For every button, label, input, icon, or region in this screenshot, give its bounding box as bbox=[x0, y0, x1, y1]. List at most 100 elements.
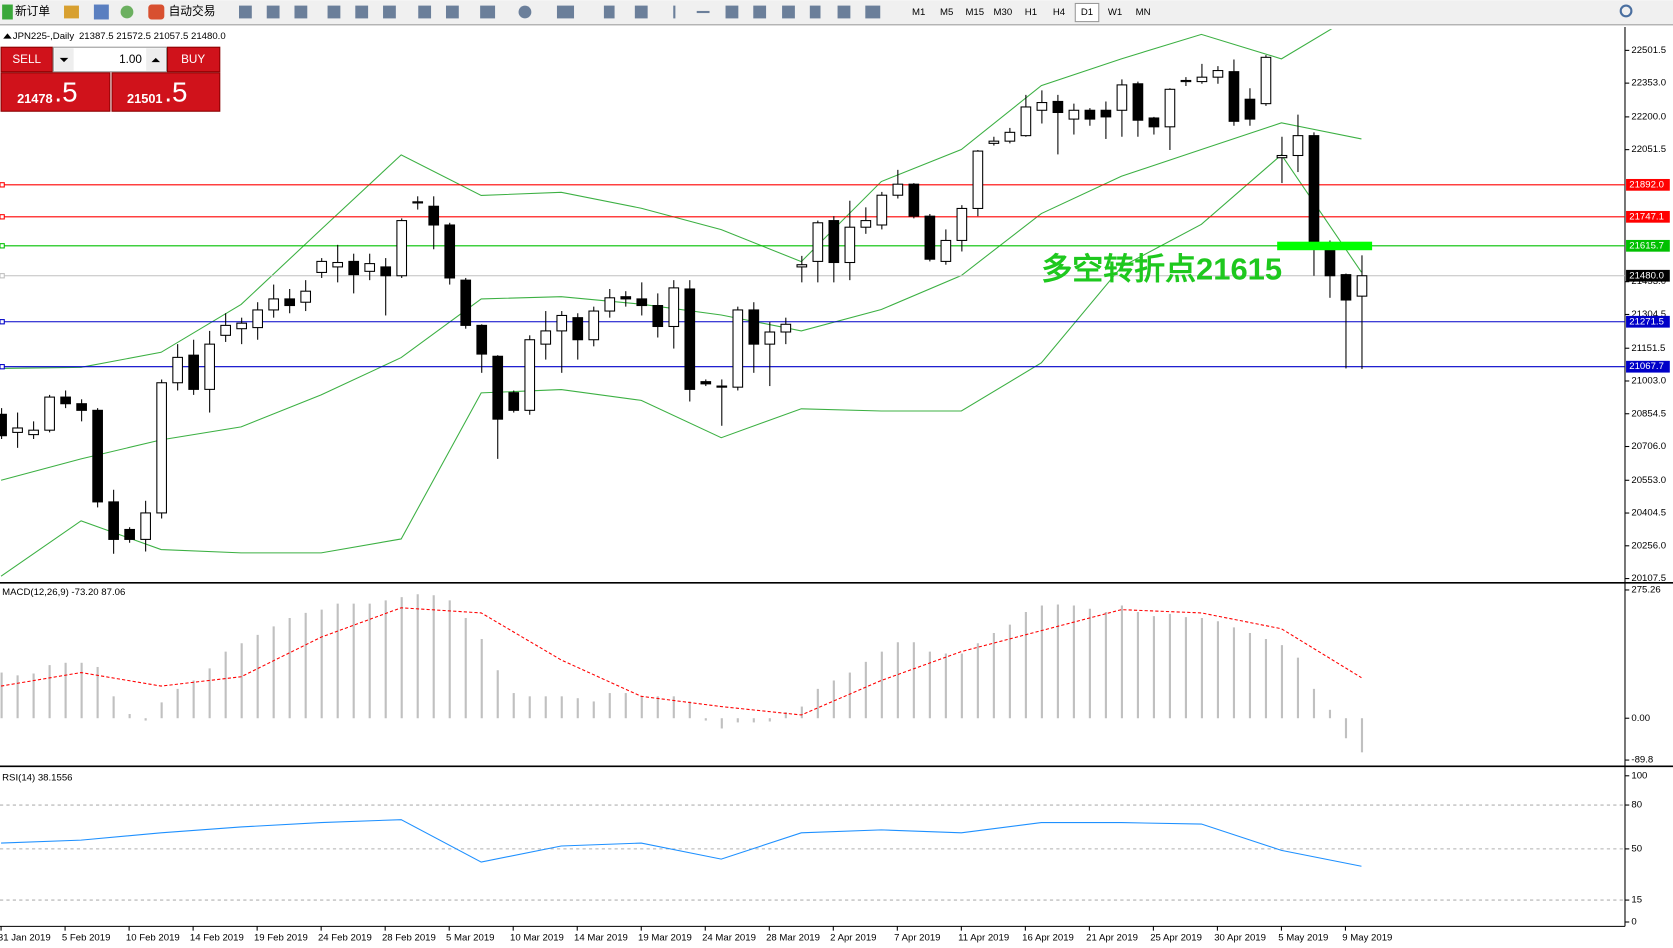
tile-icon[interactable] bbox=[383, 5, 396, 19]
bollinger-band bbox=[0, 122, 1362, 481]
new-order-icon[interactable] bbox=[2, 4, 13, 20]
candle-body bbox=[428, 205, 440, 226]
candle-body bbox=[716, 385, 728, 388]
auto-trading-icon[interactable] bbox=[148, 4, 165, 20]
level-marker bbox=[0, 319, 5, 325]
crosshair-icon[interactable] bbox=[634, 5, 648, 19]
buy-label[interactable]: BUY bbox=[181, 53, 205, 66]
periods-icon[interactable] bbox=[518, 5, 532, 19]
bollinger-band bbox=[0, 154, 1362, 577]
label-icon[interactable] bbox=[837, 5, 851, 19]
vline-icon[interactable] bbox=[673, 5, 676, 19]
sell-price[interactable]: 21478 bbox=[17, 91, 53, 106]
candle-body bbox=[860, 220, 872, 228]
arrows-icon[interactable] bbox=[865, 5, 881, 19]
indicators-icon[interactable] bbox=[480, 5, 496, 19]
candle-body bbox=[604, 297, 616, 312]
trendline-icon[interactable] bbox=[725, 5, 739, 19]
level-marker bbox=[0, 364, 5, 370]
y-tick-label: 15 bbox=[1631, 895, 1642, 906]
candle-body bbox=[156, 382, 167, 514]
candle-body bbox=[620, 296, 632, 300]
toolbar-icon[interactable] bbox=[64, 5, 79, 19]
sell-price-tail[interactable]: .5 bbox=[54, 76, 77, 107]
candle-body bbox=[876, 194, 888, 226]
zoom-out-icon[interactable] bbox=[355, 5, 369, 19]
timeframe-button[interactable]: M5 bbox=[940, 7, 953, 18]
candle-body bbox=[0, 413, 7, 437]
collapse-triangle[interactable] bbox=[3, 33, 12, 39]
timeframe-button[interactable]: H4 bbox=[1053, 7, 1066, 18]
level-marker bbox=[0, 214, 5, 220]
auto-trading-button[interactable]: 自动交易 bbox=[169, 4, 216, 18]
candle-body bbox=[316, 260, 328, 273]
candle-body bbox=[300, 290, 312, 303]
y-tick-label: 21453.0 bbox=[1631, 276, 1666, 287]
candle-body bbox=[988, 140, 1000, 144]
line-chart-icon[interactable] bbox=[294, 5, 308, 19]
buy-button[interactable] bbox=[166, 46, 221, 73]
autoscroll-icon[interactable] bbox=[418, 5, 432, 19]
templates-icon[interactable] bbox=[556, 5, 575, 19]
level-label-box bbox=[1626, 239, 1670, 252]
zoom-in-icon[interactable] bbox=[327, 5, 341, 19]
fibo-icon[interactable] bbox=[782, 5, 795, 19]
sell-button[interactable] bbox=[0, 46, 53, 73]
x-tick-label: 7 Apr 2019 bbox=[894, 933, 940, 944]
sell-price-box[interactable] bbox=[0, 72, 111, 112]
buy-price-tail[interactable]: .5 bbox=[164, 76, 187, 107]
level-label: 21615.7 bbox=[1629, 240, 1664, 251]
candle-body bbox=[1052, 100, 1064, 114]
timeframe-button[interactable]: M15 bbox=[965, 7, 984, 18]
candle-body bbox=[1196, 76, 1208, 83]
candle-body bbox=[572, 317, 584, 341]
candle-body bbox=[492, 355, 504, 420]
toolbar-icon[interactable] bbox=[93, 4, 109, 20]
candle-body bbox=[188, 354, 199, 390]
buy-price-box[interactable] bbox=[111, 72, 221, 112]
candle-body bbox=[252, 309, 264, 329]
lot-down-arrow bbox=[59, 57, 69, 63]
sell-label[interactable]: SELL bbox=[12, 53, 41, 66]
candle-body bbox=[636, 298, 648, 307]
cursor-icon[interactable] bbox=[603, 5, 615, 19]
level-label-box bbox=[1626, 360, 1670, 373]
candle-body bbox=[268, 298, 280, 311]
candle-body bbox=[380, 266, 392, 277]
y-tick-label: 0 bbox=[1631, 917, 1636, 928]
bar-chart-icon[interactable] bbox=[239, 5, 252, 19]
candle-body bbox=[508, 392, 520, 411]
lot-value[interactable]: 1.00 bbox=[119, 53, 142, 66]
channel-icon[interactable] bbox=[753, 5, 767, 19]
timeframe-button[interactable]: W1 bbox=[1108, 7, 1122, 18]
new-order-button[interactable]: 新订单 bbox=[15, 4, 50, 18]
timeframe-button[interactable]: D1 bbox=[1081, 7, 1093, 18]
search-icon[interactable] bbox=[1619, 4, 1633, 18]
timeframe-button[interactable]: M30 bbox=[994, 7, 1013, 18]
y-tick-label: 21003.0 bbox=[1631, 376, 1666, 387]
pivot-annotation: 多空转折点21615 bbox=[1041, 252, 1282, 287]
main-pane bbox=[0, 29, 1625, 577]
candle-body bbox=[364, 263, 376, 272]
toolbar-icons bbox=[239, 4, 1633, 19]
candle-body bbox=[1036, 102, 1048, 111]
rsi-pane: RSI(14) 38.1556 bbox=[0, 773, 1625, 901]
candle-body bbox=[1292, 135, 1304, 157]
buy-price[interactable]: 21501 bbox=[127, 91, 163, 106]
candle-body bbox=[556, 314, 568, 332]
y-tick-label: 20706.0 bbox=[1631, 441, 1666, 452]
level-label: 21480.0 bbox=[1629, 270, 1664, 281]
hline-icon[interactable] bbox=[696, 10, 710, 14]
x-tick-label: 31 Jan 2019 bbox=[0, 933, 51, 944]
pivot-marker bbox=[1277, 241, 1373, 251]
text-icon[interactable] bbox=[809, 5, 821, 19]
candle-chart-icon[interactable] bbox=[266, 5, 280, 19]
toolbar-icon[interactable] bbox=[120, 5, 134, 19]
shift-icon[interactable] bbox=[445, 5, 459, 19]
timeframe-button[interactable]: M1 bbox=[912, 7, 925, 18]
timeframe-button[interactable]: H1 bbox=[1025, 7, 1037, 18]
candle-body bbox=[76, 403, 87, 411]
candle-body bbox=[172, 356, 183, 384]
timeframe-button[interactable]: MN bbox=[1136, 7, 1151, 18]
